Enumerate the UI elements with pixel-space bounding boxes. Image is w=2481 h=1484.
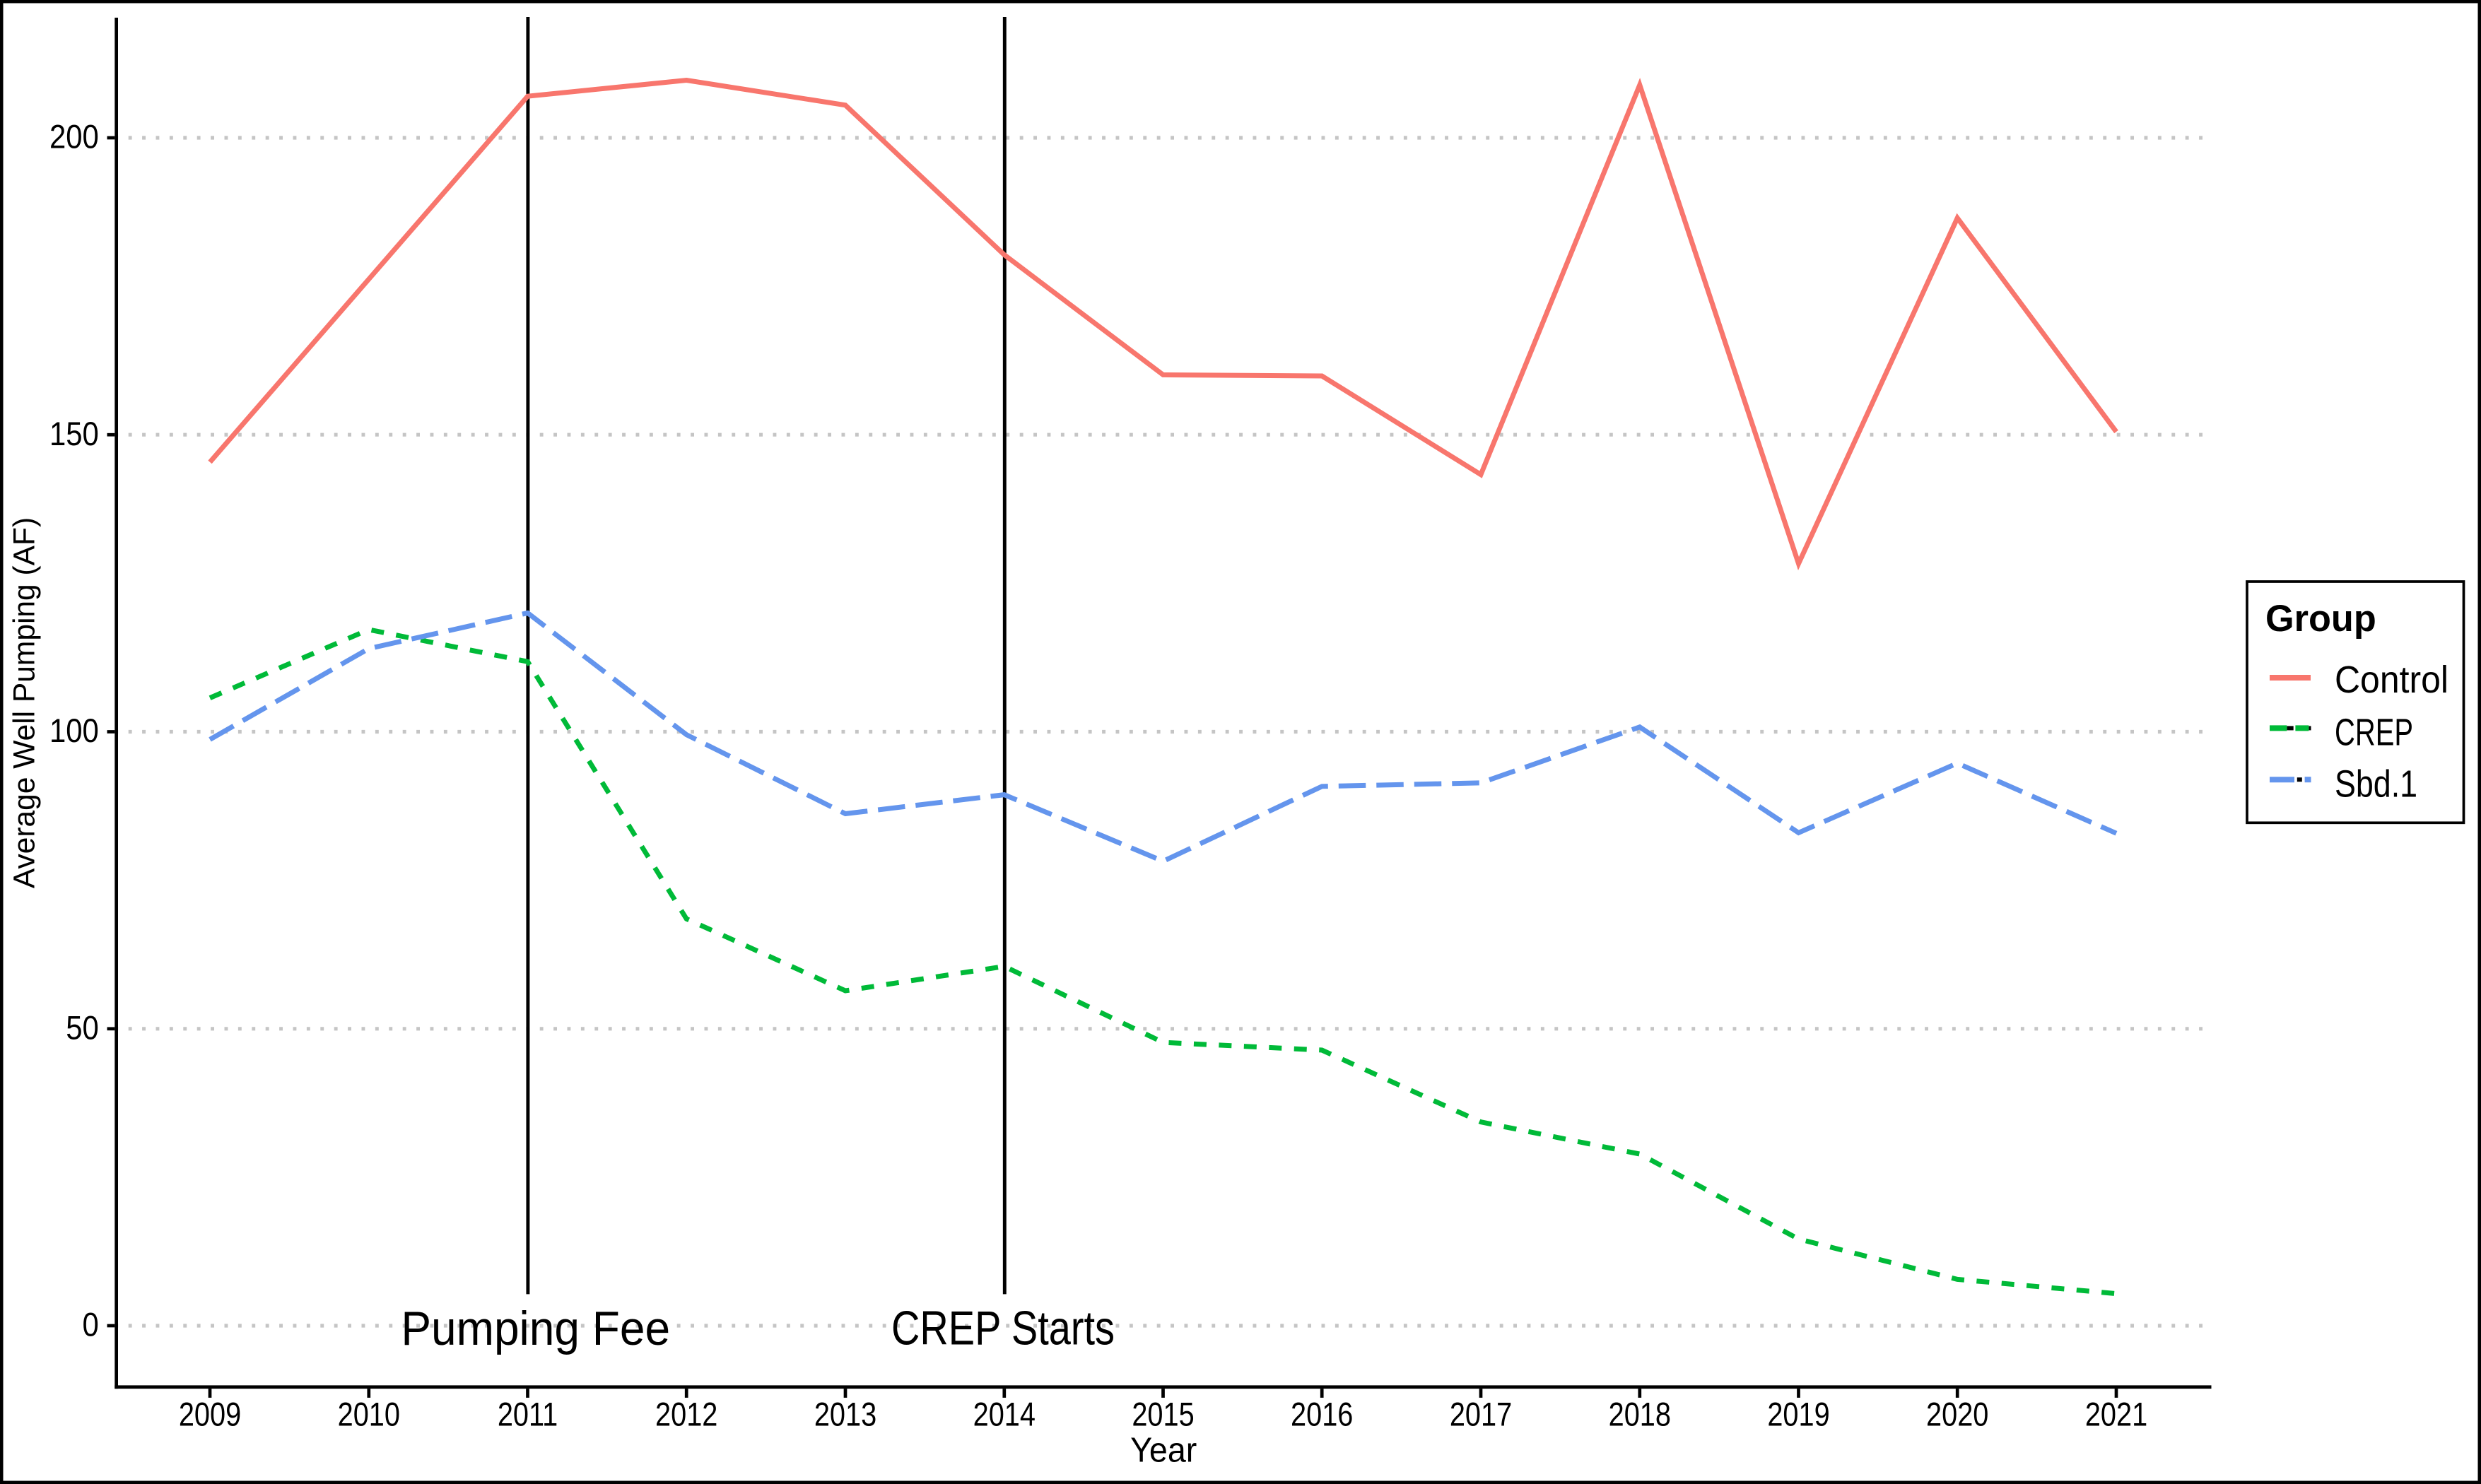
svg-text:Average Well Pumping (AF): Average Well Pumping (AF) [8,517,42,888]
svg-text:Year: Year [1130,1430,1197,1470]
svg-text:2015: 2015 [1132,1397,1194,1434]
svg-text:2012: 2012 [655,1397,717,1434]
svg-text:100: 100 [49,713,99,750]
svg-text:2016: 2016 [1291,1397,1353,1434]
svg-text:2013: 2013 [814,1397,876,1434]
svg-text:2014: 2014 [973,1397,1036,1434]
svg-text:150: 150 [49,416,99,453]
svg-text:2017: 2017 [1450,1397,1512,1434]
svg-text:Control: Control [2335,659,2448,701]
svg-text:2009: 2009 [179,1397,241,1434]
svg-text:Sbd.1: Sbd.1 [2335,762,2417,806]
svg-text:Pumping Fee: Pumping Fee [401,1302,670,1355]
svg-text:CREP Starts: CREP Starts [891,1302,1115,1355]
svg-text:2011: 2011 [498,1397,558,1434]
svg-text:2010: 2010 [338,1397,400,1434]
svg-text:CREP: CREP [2335,712,2413,754]
svg-text:2020: 2020 [1926,1397,1988,1434]
svg-text:2021: 2021 [2085,1397,2147,1434]
svg-text:2019: 2019 [1767,1397,1829,1434]
svg-text:Group: Group [2265,598,2376,640]
svg-text:2018: 2018 [1609,1397,1671,1434]
svg-text:0: 0 [83,1307,99,1343]
svg-text:200: 200 [49,119,99,155]
svg-text:50: 50 [66,1010,99,1047]
